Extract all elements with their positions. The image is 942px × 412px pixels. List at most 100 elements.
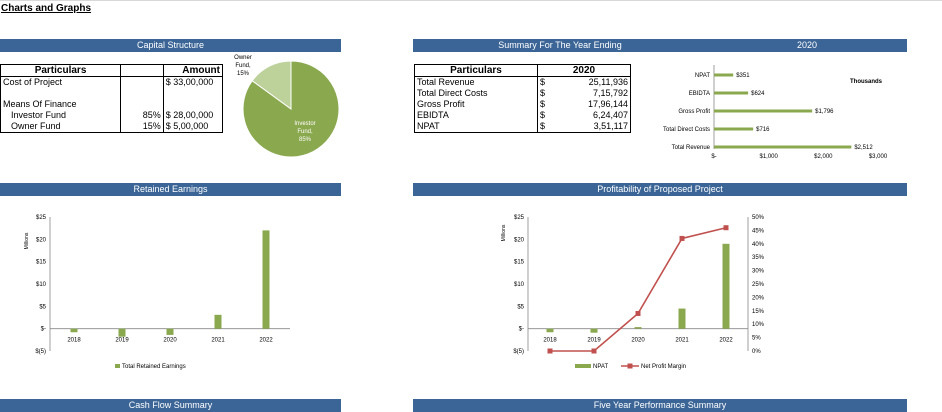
row-value: 17,96,144 bbox=[587, 99, 628, 109]
pie-label: Investor bbox=[294, 121, 315, 127]
y-axis-title: Millions bbox=[24, 232, 30, 249]
table-row: Means Of Finance bbox=[0, 99, 223, 110]
bar bbox=[714, 109, 813, 113]
row-label: Total Revenue bbox=[414, 76, 538, 88]
category-label: Gross Profit bbox=[678, 109, 710, 115]
bar bbox=[714, 145, 852, 149]
bar bbox=[546, 328, 554, 333]
bar bbox=[714, 91, 749, 95]
x-tick-label: 2020 bbox=[631, 338, 645, 344]
row-currency: $ bbox=[540, 121, 546, 131]
x-tick-label: 2020 bbox=[163, 338, 177, 344]
table-row bbox=[0, 88, 223, 99]
x-tick-label: $- bbox=[711, 154, 716, 160]
page-title: Charts and Graphs bbox=[1, 3, 92, 14]
row-amount: $ 28,00,000 bbox=[165, 110, 214, 120]
table-row: NPAT $ 3,51,117 bbox=[414, 121, 631, 133]
table-row: Cost of Project $ 33,00,000 bbox=[0, 76, 223, 88]
table-row: Total Direct Costs $ 7,15,792 bbox=[414, 88, 631, 99]
y2-tick-label: 30% bbox=[752, 269, 765, 275]
bar bbox=[70, 328, 78, 333]
bar bbox=[714, 73, 734, 77]
summary-bar-chart: NPAT $351 EBIDTA $624 Gross Profit $1,796 Tota… bbox=[663, 65, 888, 160]
row-pct bbox=[120, 76, 164, 88]
table-row: Gross Profit $ 17,96,144 bbox=[414, 99, 631, 110]
bar bbox=[214, 314, 222, 329]
row-label: EBIDTA bbox=[414, 110, 538, 121]
pie-label: Fund, bbox=[297, 129, 313, 135]
bar-value-label: $2,512 bbox=[854, 145, 873, 151]
category-label: NPAT bbox=[695, 73, 710, 79]
y-tick-label: $10 bbox=[514, 282, 525, 288]
bar-value-label: $716 bbox=[756, 127, 770, 133]
profitability-band: Profitability of Proposed Project bbox=[413, 183, 907, 196]
row-label: Means Of Finance bbox=[0, 99, 122, 110]
row-value: 3,51,117 bbox=[593, 121, 628, 131]
y-tick-label: $10 bbox=[36, 282, 47, 288]
units-label: Thousands bbox=[850, 79, 883, 85]
y2-tick-label: 40% bbox=[752, 242, 765, 248]
x-tick-label: 2018 bbox=[67, 338, 81, 344]
y2-tick-label: 15% bbox=[752, 309, 765, 315]
y-tick-label: $5 bbox=[39, 304, 46, 310]
y-tick-label: $20 bbox=[36, 237, 47, 243]
year-header: 2020 bbox=[537, 64, 631, 77]
y-tick-label: $- bbox=[519, 327, 524, 333]
y-tick-label: $25 bbox=[514, 215, 525, 221]
y2-tick-label: 45% bbox=[752, 228, 765, 234]
line-marker bbox=[679, 235, 685, 241]
pie-label: Fund, bbox=[235, 63, 251, 69]
x-tick-label: 2018 bbox=[543, 338, 557, 344]
table-header-row: Particulars 2020 bbox=[414, 64, 631, 77]
line-marker bbox=[547, 348, 553, 354]
legend-label: NPAT bbox=[593, 364, 608, 370]
category-label: Total Direct Costs bbox=[663, 127, 710, 133]
particulars-header: Particulars bbox=[414, 64, 538, 77]
x-tick-label: 2022 bbox=[259, 338, 273, 344]
capital-pie-chart: Investor Fund, 85% Owner Fund, 15% bbox=[234, 55, 340, 158]
legend-label: Net Profit Margin bbox=[641, 364, 686, 370]
table-row: Total Revenue $ 25,11,936 bbox=[414, 76, 631, 88]
bar-value-label: $351 bbox=[736, 73, 750, 79]
row-label: Investor Fund bbox=[0, 110, 122, 121]
pie-label: 85% bbox=[299, 137, 312, 143]
line-marker bbox=[723, 225, 729, 231]
profitability-title: Profitability of Proposed Project bbox=[597, 184, 723, 194]
line-marker bbox=[591, 348, 597, 354]
particulars-header: Particulars bbox=[0, 64, 122, 77]
capital-structure-table: Particulars Amount Cost of Project $ 33,… bbox=[0, 64, 223, 133]
cash-flow-band: Cash Flow Summary bbox=[0, 399, 341, 412]
row-label: Cost of Project bbox=[0, 76, 122, 88]
y-tick-label: $5 bbox=[517, 304, 524, 310]
row-value: 7,15,792 bbox=[592, 88, 628, 98]
y2-tick-label: 20% bbox=[752, 295, 765, 301]
row-label: Total Direct Costs bbox=[414, 88, 538, 99]
row-currency: $ bbox=[540, 77, 546, 87]
row-label: NPAT bbox=[414, 121, 538, 133]
row-currency: $ bbox=[540, 99, 546, 109]
row-currency: $ bbox=[540, 110, 546, 120]
row-amount bbox=[163, 99, 222, 110]
retained-earnings-title: Retained Earnings bbox=[133, 184, 208, 194]
x-tick-label: 2021 bbox=[211, 338, 225, 344]
pct-header bbox=[120, 64, 164, 77]
bar bbox=[166, 328, 174, 335]
y-tick-label: $- bbox=[41, 327, 46, 333]
x-tick-label: 2022 bbox=[719, 338, 733, 344]
x-tick-label: 2021 bbox=[675, 338, 689, 344]
row-label: Gross Profit bbox=[414, 99, 538, 110]
net-profit-margin-line bbox=[550, 226, 727, 352]
amount-header: Amount bbox=[163, 64, 223, 77]
cash-flow-title: Cash Flow Summary bbox=[128, 400, 213, 410]
retained-earnings-band: Retained Earnings bbox=[0, 183, 341, 196]
y2-tick-label: 35% bbox=[752, 255, 765, 261]
y-tick-label: $(5) bbox=[35, 349, 46, 355]
top-border bbox=[0, 0, 942, 1]
row-amount bbox=[163, 88, 222, 99]
legend-label: Total Retained Earnings bbox=[122, 364, 186, 370]
y-axis-title: Millions bbox=[501, 224, 507, 241]
y2-tick-label: 0% bbox=[752, 349, 761, 355]
bar bbox=[714, 127, 754, 131]
y2-tick-label: 50% bbox=[752, 215, 765, 221]
bar bbox=[722, 243, 730, 329]
